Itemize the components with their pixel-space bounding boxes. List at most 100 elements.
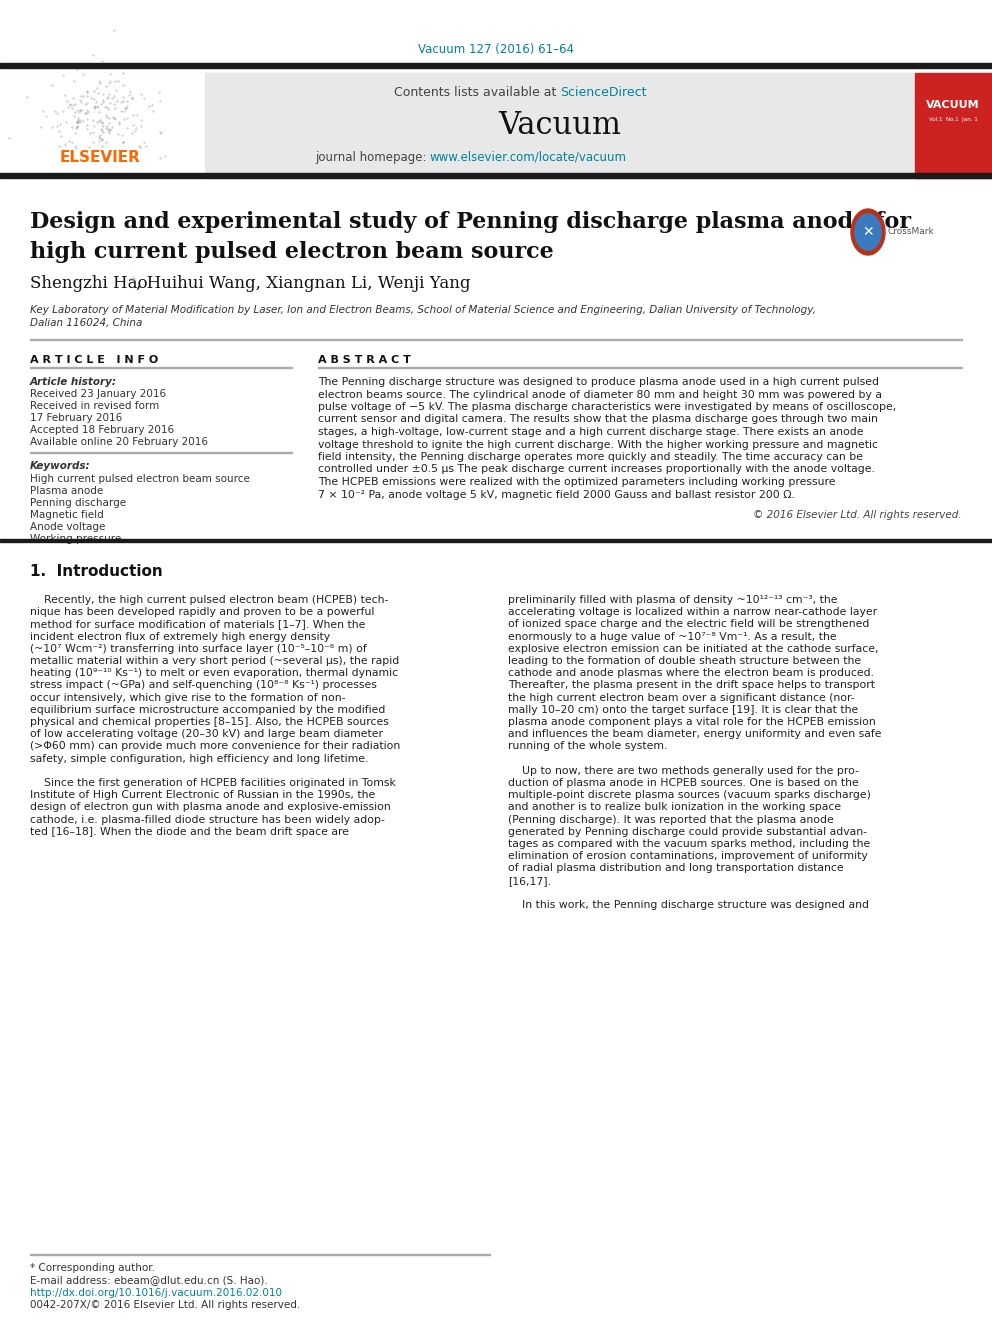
Text: generated by Penning discharge could provide substantial advan-: generated by Penning discharge could pro… [508, 827, 867, 837]
Text: running of the whole system.: running of the whole system. [508, 741, 668, 751]
Text: design of electron gun with plasma anode and explosive-emission: design of electron gun with plasma anode… [30, 803, 391, 812]
Text: multiple-point discrete plasma sources (vacuum sparks discharge): multiple-point discrete plasma sources (… [508, 790, 871, 800]
Text: current sensor and digital camera. The results show that the plasma discharge go: current sensor and digital camera. The r… [318, 414, 878, 425]
Text: method for surface modification of materials [1–7]. When the: method for surface modification of mater… [30, 619, 365, 630]
Text: http://dx.doi.org/10.1016/j.vacuum.2016.02.010: http://dx.doi.org/10.1016/j.vacuum.2016.… [30, 1289, 282, 1298]
Text: ELSEVIER: ELSEVIER [60, 151, 141, 165]
Text: Received in revised form: Received in revised form [30, 401, 160, 411]
Text: heating (10⁹⁻¹⁰ Ks⁻¹) to melt or even evaporation, thermal dynamic: heating (10⁹⁻¹⁰ Ks⁻¹) to melt or even ev… [30, 668, 398, 679]
Text: metallic material within a very short period (~several μs), the rapid: metallic material within a very short pe… [30, 656, 399, 665]
Text: voltage threshold to ignite the high current discharge. With the higher working : voltage threshold to ignite the high cur… [318, 439, 878, 450]
Text: (>Φ60 mm) can provide much more convenience for their radiation: (>Φ60 mm) can provide much more convenie… [30, 741, 400, 751]
Text: 1.  Introduction: 1. Introduction [30, 565, 163, 579]
Text: Shengzhi Hao: Shengzhi Hao [30, 275, 148, 292]
Text: High current pulsed electron beam source: High current pulsed electron beam source [30, 474, 250, 484]
Text: explosive electron emission can be initiated at the cathode surface,: explosive electron emission can be initi… [508, 644, 879, 654]
Text: Plasma anode: Plasma anode [30, 486, 103, 496]
Text: plasma anode component plays a vital role for the HCPEB emission: plasma anode component plays a vital rol… [508, 717, 876, 728]
Text: Article history:: Article history: [30, 377, 117, 388]
Bar [0, 73, 992, 179]
Text: The HCPEB emissions were realized with the optimized parameters including workin: The HCPEB emissions were realized with t… [318, 478, 835, 487]
Text: Dalian 116024, China: Dalian 116024, China [30, 318, 143, 328]
Text: Magnetic field: Magnetic field [30, 509, 104, 520]
Text: pulse voltage of −5 kV. The plasma discharge characteristics were investigated b: pulse voltage of −5 kV. The plasma disch… [318, 402, 896, 411]
Bar [0, 73, 205, 179]
Text: occur intensively, which give rise to the formation of non-: occur intensively, which give rise to th… [30, 693, 345, 703]
Text: Available online 20 February 2016: Available online 20 February 2016 [30, 437, 208, 447]
Text: Received 23 January 2016: Received 23 January 2016 [30, 389, 166, 400]
Text: ∗: ∗ [130, 275, 137, 284]
Text: Recently, the high current pulsed electron beam (HCPEB) tech-: Recently, the high current pulsed electr… [30, 595, 389, 605]
Text: (~10⁷ Wcm⁻²) transferring into surface layer (10⁻⁵–10⁻⁶ m) of: (~10⁷ Wcm⁻²) transferring into surface l… [30, 644, 367, 654]
Text: controlled under ±0.5 μs The peak discharge current increases proportionally wit: controlled under ±0.5 μs The peak discha… [318, 464, 875, 475]
Text: nique has been developed rapidly and proven to be a powerful: nique has been developed rapidly and pro… [30, 607, 374, 618]
Ellipse shape [855, 214, 881, 250]
Text: physical and chemical properties [8–15]. Also, the HCPEB sources: physical and chemical properties [8–15].… [30, 717, 389, 728]
Text: Vol.1  No.1  Jan. 1: Vol.1 No.1 Jan. 1 [929, 118, 977, 123]
Text: of ionized space charge and the electric field will be strengthened: of ionized space charge and the electric… [508, 619, 869, 630]
Text: Accepted 18 February 2016: Accepted 18 February 2016 [30, 425, 175, 435]
Text: www.elsevier.com/locate/vacuum: www.elsevier.com/locate/vacuum [430, 151, 627, 164]
Text: field intensity, the Penning discharge operates more quickly and steadily. The t: field intensity, the Penning discharge o… [318, 452, 863, 462]
Text: and influences the beam diameter, energy uniformity and even safe: and influences the beam diameter, energy… [508, 729, 882, 740]
Text: [16,17].: [16,17]. [508, 876, 551, 885]
Text: Penning discharge: Penning discharge [30, 497, 126, 508]
Text: 0042-207X/© 2016 Elsevier Ltd. All rights reserved.: 0042-207X/© 2016 Elsevier Ltd. All right… [30, 1301, 301, 1310]
Text: , Huihui Wang, Xiangnan Li, Wenji Yang: , Huihui Wang, Xiangnan Li, Wenji Yang [136, 275, 470, 292]
Text: VACUUM: VACUUM [927, 101, 980, 110]
Text: Anode voltage: Anode voltage [30, 523, 105, 532]
Text: Institute of High Current Electronic of Russian in the 1990s, the: Institute of High Current Electronic of … [30, 790, 375, 800]
Bar [205, 73, 915, 179]
Text: In this work, the Penning discharge structure was designed and: In this work, the Penning discharge stru… [508, 900, 869, 910]
Text: Contents lists available at: Contents lists available at [394, 86, 560, 99]
Bar [0, 173, 992, 179]
Ellipse shape [851, 209, 885, 255]
Bar [0, 538, 992, 542]
Text: Up to now, there are two methods generally used for the pro-: Up to now, there are two methods general… [508, 766, 859, 775]
Text: of low accelerating voltage (20–30 kV) and large beam diameter: of low accelerating voltage (20–30 kV) a… [30, 729, 383, 740]
Text: Working pressure: Working pressure [30, 534, 121, 544]
Text: incident electron flux of extremely high energy density: incident electron flux of extremely high… [30, 631, 330, 642]
Text: Design and experimental study of Penning discharge plasma anode for: Design and experimental study of Penning… [30, 210, 911, 233]
Text: high current pulsed electron beam source: high current pulsed electron beam source [30, 241, 554, 263]
Text: equilibrium surface microstructure accompanied by the modified: equilibrium surface microstructure accom… [30, 705, 385, 714]
Bar [915, 73, 992, 179]
Text: Thereafter, the plasma present in the drift space helps to transport: Thereafter, the plasma present in the dr… [508, 680, 875, 691]
Text: the high current electron beam over a significant distance (nor-: the high current electron beam over a si… [508, 693, 855, 703]
Text: CrossMark: CrossMark [888, 228, 934, 237]
Text: duction of plasma anode in HCPEB sources. One is based on the: duction of plasma anode in HCPEB sources… [508, 778, 859, 789]
Text: cathode, i.e. plasma-filled diode structure has been widely adop-: cathode, i.e. plasma-filled diode struct… [30, 815, 385, 824]
Text: accelerating voltage is localized within a narrow near-cathode layer: accelerating voltage is localized within… [508, 607, 877, 618]
Text: A B S T R A C T: A B S T R A C T [318, 355, 411, 365]
Text: safety, simple configuration, high efficiency and long lifetime.: safety, simple configuration, high effic… [30, 754, 368, 763]
Text: E-mail address: ebeam@dlut.edu.cn (S. Hao).: E-mail address: ebeam@dlut.edu.cn (S. Ha… [30, 1275, 268, 1285]
Text: Vacuum: Vacuum [499, 110, 622, 140]
Text: and another is to realize bulk ionization in the working space: and another is to realize bulk ionizatio… [508, 803, 841, 812]
Text: Keywords:: Keywords: [30, 460, 90, 471]
Text: ScienceDirect: ScienceDirect [560, 86, 647, 99]
Text: 17 February 2016: 17 February 2016 [30, 413, 122, 423]
Text: Key Laboratory of Material Modification by Laser, Ion and Electron Beams, School: Key Laboratory of Material Modification … [30, 306, 815, 315]
Text: The Penning discharge structure was designed to produce plasma anode used in a h: The Penning discharge structure was desi… [318, 377, 879, 388]
Text: Since the first generation of HCPEB facilities originated in Tomsk: Since the first generation of HCPEB faci… [30, 778, 396, 789]
Text: stress impact (~GPa) and self-quenching (10⁸⁻⁸ Ks⁻¹) processes: stress impact (~GPa) and self-quenching … [30, 680, 377, 691]
Text: 7 × 10⁻² Pa, anode voltage 5 kV, magnetic field 2000 Gauss and ballast resistor : 7 × 10⁻² Pa, anode voltage 5 kV, magneti… [318, 490, 795, 500]
Text: elimination of erosion contaminations, improvement of uniformity: elimination of erosion contaminations, i… [508, 851, 868, 861]
Text: tages as compared with the vacuum sparks method, including the: tages as compared with the vacuum sparks… [508, 839, 870, 849]
Text: * Corresponding author.: * Corresponding author. [30, 1263, 155, 1273]
Text: ted [16–18]. When the diode and the beam drift space are: ted [16–18]. When the diode and the beam… [30, 827, 349, 837]
Text: of radial plasma distribution and long transportation distance: of radial plasma distribution and long t… [508, 864, 843, 873]
Text: preliminarily filled with plasma of density ~10¹²⁻¹³ cm⁻³, the: preliminarily filled with plasma of dens… [508, 595, 837, 605]
Text: A R T I C L E   I N F O: A R T I C L E I N F O [30, 355, 159, 365]
Text: stages, a high-voltage, low-current stage and a high current discharge stage. Th: stages, a high-voltage, low-current stag… [318, 427, 863, 437]
Text: journal homepage:: journal homepage: [314, 151, 430, 164]
Bar [0, 64, 992, 67]
Text: © 2016 Elsevier Ltd. All rights reserved.: © 2016 Elsevier Ltd. All rights reserved… [753, 509, 962, 520]
Text: leading to the formation of double sheath structure between the: leading to the formation of double sheat… [508, 656, 861, 665]
Text: ✕: ✕ [862, 225, 874, 239]
Text: (Penning discharge). It was reported that the plasma anode: (Penning discharge). It was reported tha… [508, 815, 833, 824]
Text: cathode and anode plasmas where the electron beam is produced.: cathode and anode plasmas where the elec… [508, 668, 874, 679]
Text: Vacuum 127 (2016) 61–64: Vacuum 127 (2016) 61–64 [418, 44, 574, 57]
Text: electron beams source. The cylindrical anode of diameter 80 mm and height 30 mm : electron beams source. The cylindrical a… [318, 389, 882, 400]
Text: enormously to a huge value of ~10⁷⁻⁸ Vm⁻¹. As a result, the: enormously to a huge value of ~10⁷⁻⁸ Vm⁻… [508, 631, 836, 642]
